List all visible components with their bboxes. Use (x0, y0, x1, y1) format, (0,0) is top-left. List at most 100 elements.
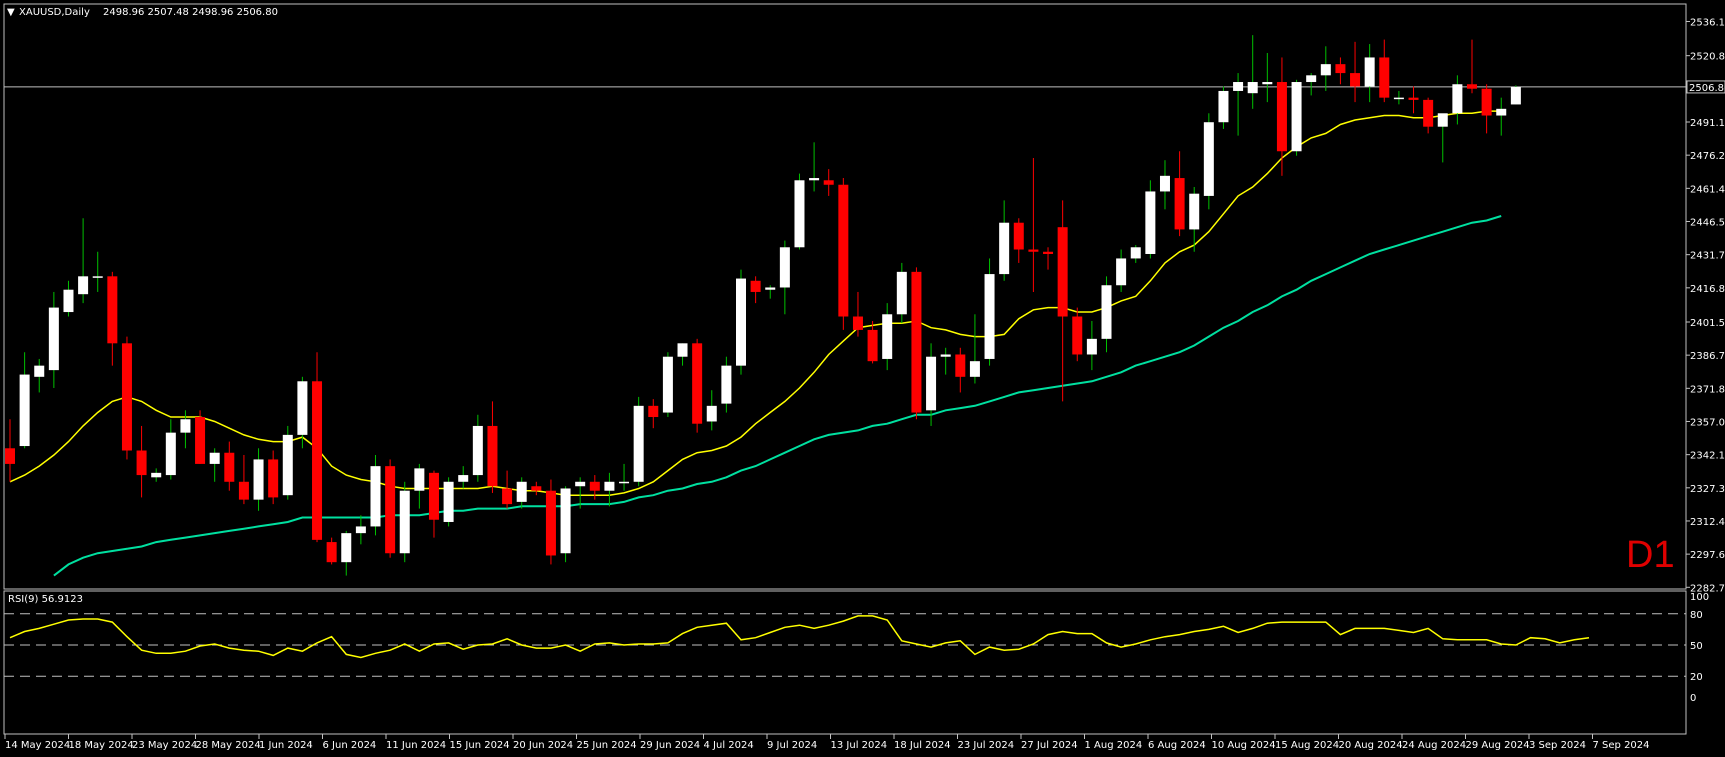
price-panel-frame (3, 3, 1687, 590)
candle-body (955, 354, 966, 377)
candle-body (92, 276, 103, 278)
candle-body (662, 356, 673, 413)
candle-body (794, 180, 805, 248)
candle-body (151, 472, 162, 478)
rsi-tick-label: 80 (1690, 610, 1703, 621)
candle-body (5, 448, 15, 464)
candle-body (19, 374, 30, 447)
candle-body (370, 466, 381, 527)
time-tick-label: 27 Jul 2024 (1021, 740, 1078, 751)
time-tick-label: 9 Jul 2024 (767, 740, 817, 751)
time-tick-label: 15 Jun 2024 (450, 740, 510, 751)
rsi-tick-label: 0 (1690, 693, 1696, 704)
candle-body (136, 450, 147, 476)
candle-body (312, 381, 323, 540)
time-tick-label: 23 Jul 2024 (958, 740, 1015, 751)
time-tick-label: 1 Aug 2024 (1085, 740, 1143, 751)
candle-body (1130, 247, 1141, 259)
candle-body (1028, 249, 1039, 252)
candle-body (867, 329, 878, 362)
time-tick-label: 20 Aug 2024 (1339, 740, 1403, 751)
price-tick-label: 2312.45 (1690, 517, 1725, 528)
candle-body (882, 314, 893, 359)
chart-symbol: XAUUSD,Daily (19, 7, 90, 18)
rsi-level-lines (4, 613, 1686, 677)
candle-body (1262, 82, 1273, 85)
price-tick-label: 2401.55 (1690, 318, 1725, 329)
candle-body (1510, 86, 1521, 105)
price-tick-label: 2371.85 (1690, 384, 1725, 395)
candle-body (736, 278, 746, 366)
time-tick-label: 6 Aug 2024 (1148, 740, 1206, 751)
candle-body (121, 343, 132, 451)
candle-body (852, 316, 863, 330)
candle-body (619, 481, 630, 484)
price-tick-label: 2416.85 (1690, 284, 1725, 295)
candle-body (589, 481, 600, 491)
candle-body (1364, 57, 1375, 87)
candle-body (926, 356, 937, 411)
candle-body (779, 247, 790, 288)
time-tick-label: 25 Jun 2024 (577, 740, 637, 751)
candle-body (1159, 175, 1170, 192)
candle-body (911, 271, 922, 413)
candle-body (648, 405, 659, 418)
price-tick-label: 2327.30 (1690, 484, 1725, 495)
candle-body (297, 381, 308, 435)
ma-slow-line (53, 215, 1502, 577)
candle-body (1481, 88, 1492, 116)
timeframe-label: D1 (1626, 534, 1675, 576)
candle-body (1320, 64, 1331, 76)
candle-body (209, 452, 220, 464)
candle-body (1013, 222, 1024, 250)
rsi-title: RSI(9) 56.9123 (8, 594, 83, 605)
candle-body (721, 365, 732, 404)
candle-body (750, 280, 761, 292)
time-tick-label: 7 Sep 2024 (1593, 740, 1650, 751)
rsi-axis-ticks: 100 80 50 20 0 (1690, 592, 1709, 704)
candle-body (63, 289, 74, 313)
candle-body (575, 481, 586, 487)
current-price-tag-text: 2506.80 (1689, 83, 1725, 94)
price-tick-label: 2297.60 (1690, 550, 1725, 561)
time-tick-label: 24 Aug 2024 (1402, 740, 1466, 751)
current-price-tag (1686, 80, 1725, 94)
candle-body (180, 419, 191, 433)
candle-body (1452, 84, 1463, 114)
price-tick-label: 2520.80 (1690, 52, 1725, 63)
candle-body (706, 405, 717, 422)
candle-body (677, 343, 688, 357)
candle-body (516, 481, 527, 502)
rsi-line (9, 615, 1590, 659)
candle-body (896, 271, 907, 315)
candle-body (341, 533, 352, 563)
time-tick-label: 13 Jul 2024 (831, 740, 888, 751)
price-tick-label: 2282.75 (1690, 583, 1725, 594)
candle-body (1467, 84, 1477, 89)
price-tick-label: 2386.70 (1690, 351, 1725, 362)
candle-body (165, 432, 176, 476)
candle-body (1101, 285, 1112, 339)
time-tick-label: 6 Jun 2024 (323, 740, 377, 751)
price-axis-ticks: 2536.10 2520.80 2491.10 2476.25 2461.40 2446.… (1686, 18, 1725, 594)
candle-body (984, 274, 995, 359)
candle-body (1174, 178, 1185, 230)
candle-body (1393, 97, 1404, 100)
candle-body (1189, 193, 1200, 230)
candle-body (633, 405, 644, 482)
time-tick-label: 15 Aug 2024 (1275, 740, 1339, 751)
candle-body (34, 365, 45, 377)
candle-body (765, 287, 776, 290)
ma-fast-line (9, 110, 1502, 496)
chart-menu-arrow[interactable]: ▼ (7, 7, 15, 18)
time-tick-label: 3 Sep 2024 (1529, 740, 1586, 751)
candle-body (195, 417, 206, 464)
candle-body (1203, 122, 1214, 196)
candle-body (78, 276, 89, 295)
candle-body (1043, 251, 1054, 254)
candle-body (502, 488, 513, 505)
candle-body (238, 481, 249, 500)
candle-body (823, 180, 834, 185)
